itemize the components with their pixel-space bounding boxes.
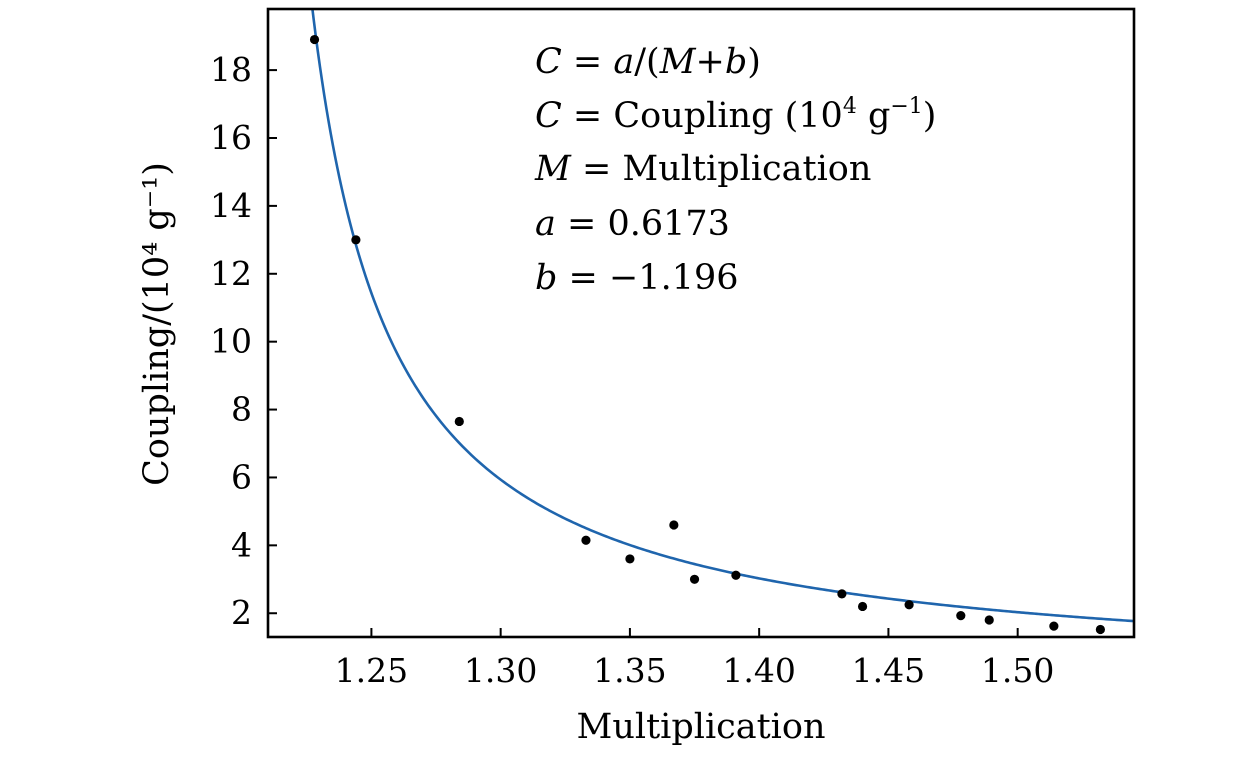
x-tick-label: 1.25 <box>335 651 408 690</box>
data-point <box>956 611 966 621</box>
x-tick-label: 1.45 <box>852 651 925 690</box>
data-point <box>454 416 464 427</box>
y-axis-title: Coupling/(10⁴ g⁻¹) <box>137 162 177 486</box>
annotation-line-a: a = 0.6173 <box>535 204 730 244</box>
fit-curve <box>311 9 1134 623</box>
annotation-line-b: b = −1.196 <box>535 258 739 298</box>
data-point <box>837 589 847 599</box>
y-tick-label: 8 <box>231 390 252 429</box>
x-tick-label: 1.35 <box>593 651 666 690</box>
fit-curve-layer <box>311 9 1134 623</box>
data-point <box>581 535 591 545</box>
data-point <box>1095 624 1105 635</box>
data-point <box>625 554 635 564</box>
data-points-layer <box>309 34 1105 635</box>
y-tick-label: 4 <box>231 525 252 564</box>
y-tick-label: 2 <box>231 593 252 632</box>
y-tick-label: 10 <box>210 322 252 361</box>
x-tick-label: 1.40 <box>722 651 795 690</box>
plot-frame <box>266 7 1136 639</box>
data-point <box>857 601 868 612</box>
y-tick-label: 12 <box>210 254 252 293</box>
y-tick-label: 14 <box>210 186 252 225</box>
data-point <box>904 600 914 610</box>
data-point <box>1049 621 1059 631</box>
data-point <box>669 520 679 530</box>
data-point <box>351 235 361 245</box>
y-tick-label: 16 <box>210 118 252 157</box>
data-point <box>689 574 700 584</box>
data-point <box>984 615 994 625</box>
x-tick-label: 1.30 <box>464 651 537 690</box>
annotation-line-formula: C = a/(M+b) <box>535 42 761 82</box>
axis-ticks: 1.25 1.30 1.35 1.40 1.45 1.50 2 4 6 8 10 12 14 16 18 <box>210 50 1054 690</box>
y-tick-label: 6 <box>231 457 252 496</box>
x-axis-title: Multiplication <box>577 707 826 747</box>
data-point <box>309 34 320 45</box>
y-tick-label: 18 <box>210 50 252 89</box>
annotation-line-coupling: C = Coupling (104 g−1) <box>535 94 936 136</box>
x-tick-label: 1.50 <box>981 651 1054 690</box>
annotation-line-multiplication: M = Multiplication <box>534 149 871 189</box>
fit-annotation: C = a/(M+b) C = Coupling (104 g−1) M = M… <box>534 42 936 298</box>
data-point <box>731 570 741 580</box>
